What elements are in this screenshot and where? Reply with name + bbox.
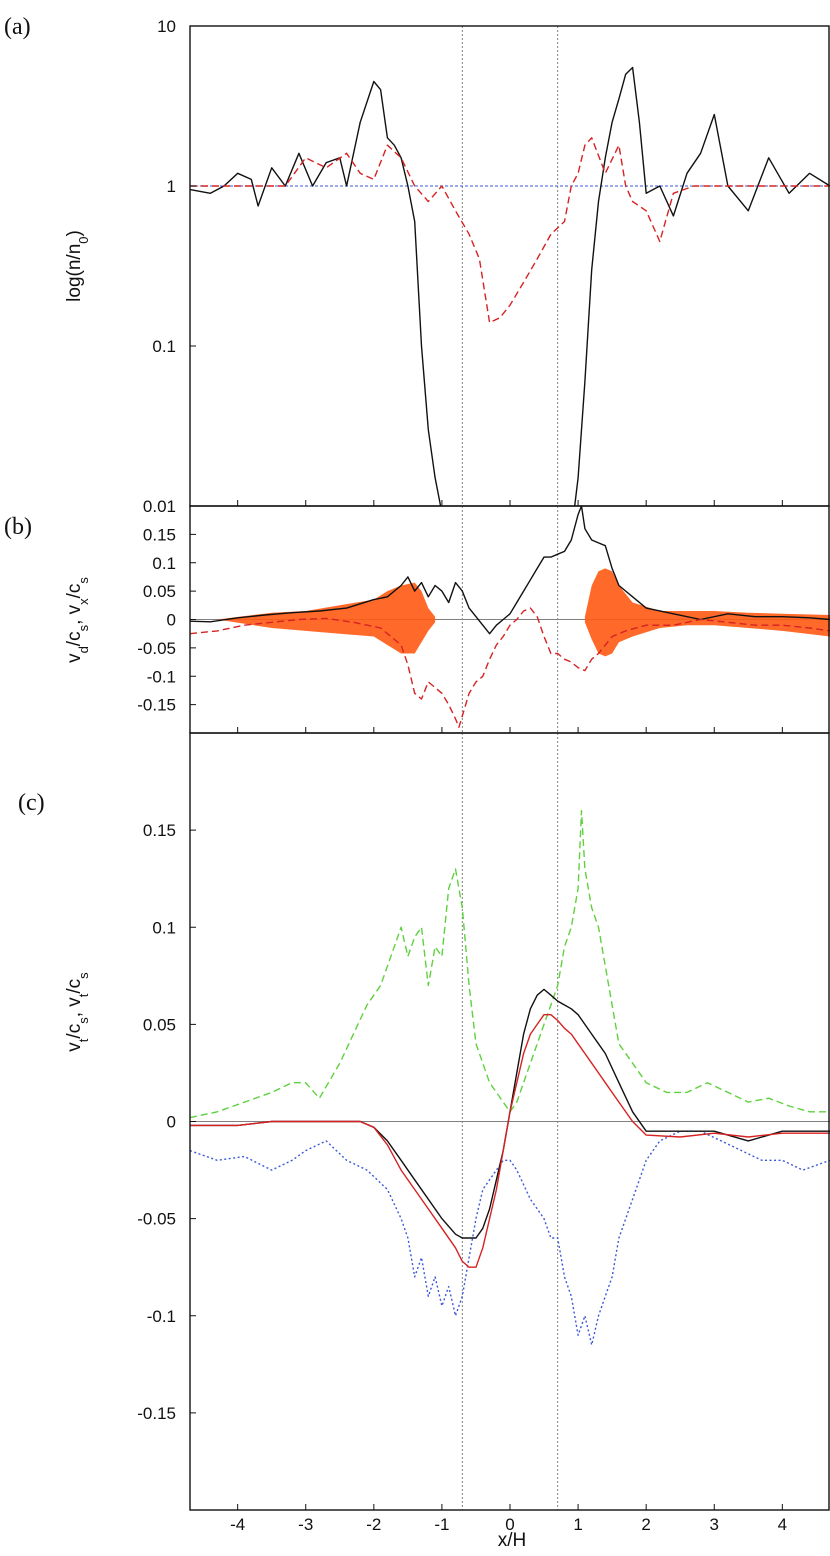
- series-line-black: [574, 66, 830, 506]
- y-tick-label: 0.05: [143, 582, 176, 601]
- x-tick-label: 0: [505, 1515, 514, 1534]
- panel-b: -0.15 -0.1 -0.05 0 0.05 0.1 0.15: [137, 505, 830, 734]
- plot-area-1: [190, 506, 830, 733]
- y-tick-label: 0.1: [152, 337, 176, 356]
- x-tick-label: -4: [230, 1515, 245, 1534]
- y-tick-label: 0.1: [152, 554, 176, 573]
- x-tick-label: -3: [298, 1515, 313, 1534]
- y-tick-label: -0.1: [147, 667, 176, 686]
- plot-area-2: [190, 733, 830, 1510]
- panel-frame: [189, 25, 830, 507]
- y-tick-label: -0.15: [137, 696, 176, 715]
- y-tick-label: 1: [167, 177, 176, 196]
- x-axis-label: x/H: [498, 1530, 527, 1551]
- x-tick-label: 1: [573, 1515, 582, 1534]
- particle-cloud: [584, 568, 830, 657]
- y-tick-label: 0.1: [152, 918, 176, 937]
- series-line-blue: [190, 1130, 830, 1346]
- x-tick-label: 2: [641, 1515, 650, 1534]
- y-tick-label: 0: [167, 611, 176, 630]
- y-tick-label: 0.05: [143, 1015, 176, 1034]
- y-tick-label: 0.01: [143, 497, 176, 516]
- panel-label-c: (c): [18, 790, 45, 816]
- series-line-red: [190, 137, 830, 324]
- y-axis-label-b: vd/cs, vx/cs: [64, 577, 91, 663]
- panel-a: 0.01 0.1 1 10: [143, 17, 830, 516]
- series-line-red: [190, 1014, 830, 1268]
- panel-label-a: (a): [4, 14, 31, 40]
- x-tick-label: -2: [366, 1515, 381, 1534]
- y-axis-label-c: vt/cs, vt/cs: [64, 972, 91, 1052]
- panel-label-b: (b): [4, 514, 32, 540]
- y-tick-label: -0.05: [137, 639, 176, 658]
- y-tick-label: -0.05: [137, 1210, 176, 1229]
- y-tick-label: 0.15: [143, 525, 176, 544]
- y-tick-label: -0.1: [147, 1307, 176, 1326]
- series-line-red: [190, 607, 830, 728]
- y-tick-label: 0: [167, 1113, 176, 1132]
- y-tick-label: 10: [157, 17, 176, 36]
- plot-area-0: [190, 26, 830, 506]
- x-tick-label: -1: [434, 1515, 449, 1534]
- y-axis-label-a: log(n/n0): [64, 230, 91, 302]
- panel-c: -0.15 -0.1 -0.05 0 0.05 0.1 0.15: [137, 732, 830, 1511]
- y-tick-label: 0.15: [143, 821, 176, 840]
- y-tick-label: -0.15: [137, 1404, 176, 1423]
- series-line-black: [190, 80, 442, 506]
- series-line-green: [190, 810, 830, 1119]
- x-tick-label: 3: [710, 1515, 719, 1534]
- series-line-black: [190, 988, 830, 1239]
- x-tick-label: 4: [778, 1515, 787, 1534]
- shared-x-axis: -4 -3 -2 -1 0 1 2 3 4: [230, 1515, 787, 1534]
- series-line-black: [190, 506, 830, 635]
